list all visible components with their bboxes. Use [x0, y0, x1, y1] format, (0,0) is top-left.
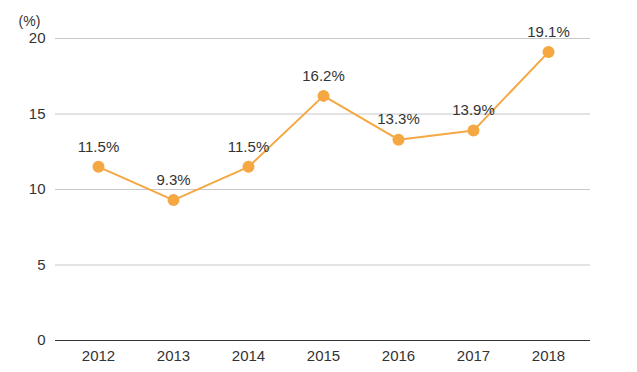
- svg-text:2014: 2014: [232, 347, 265, 364]
- svg-text:2012: 2012: [82, 347, 115, 364]
- svg-text:2013: 2013: [157, 347, 190, 364]
- svg-text:2015: 2015: [307, 347, 340, 364]
- svg-text:11.5%: 11.5%: [228, 138, 269, 155]
- svg-text:13.3%: 13.3%: [377, 110, 420, 127]
- svg-text:10: 10: [29, 180, 46, 197]
- svg-text:11.5%: 11.5%: [78, 138, 119, 155]
- svg-text:2017: 2017: [457, 347, 490, 364]
- svg-text:20: 20: [29, 29, 46, 46]
- svg-text:2016: 2016: [382, 347, 415, 364]
- svg-text:13.9%: 13.9%: [452, 101, 495, 118]
- svg-text:19.1%: 19.1%: [527, 23, 570, 40]
- svg-text:0: 0: [37, 331, 45, 348]
- svg-text:15: 15: [29, 105, 46, 122]
- svg-text:2018: 2018: [532, 347, 565, 364]
- svg-text:5: 5: [37, 256, 45, 273]
- svg-text:9.3%: 9.3%: [156, 171, 190, 188]
- svg-text:(%): (%): [19, 13, 41, 29]
- svg-text:16.2%: 16.2%: [302, 67, 345, 84]
